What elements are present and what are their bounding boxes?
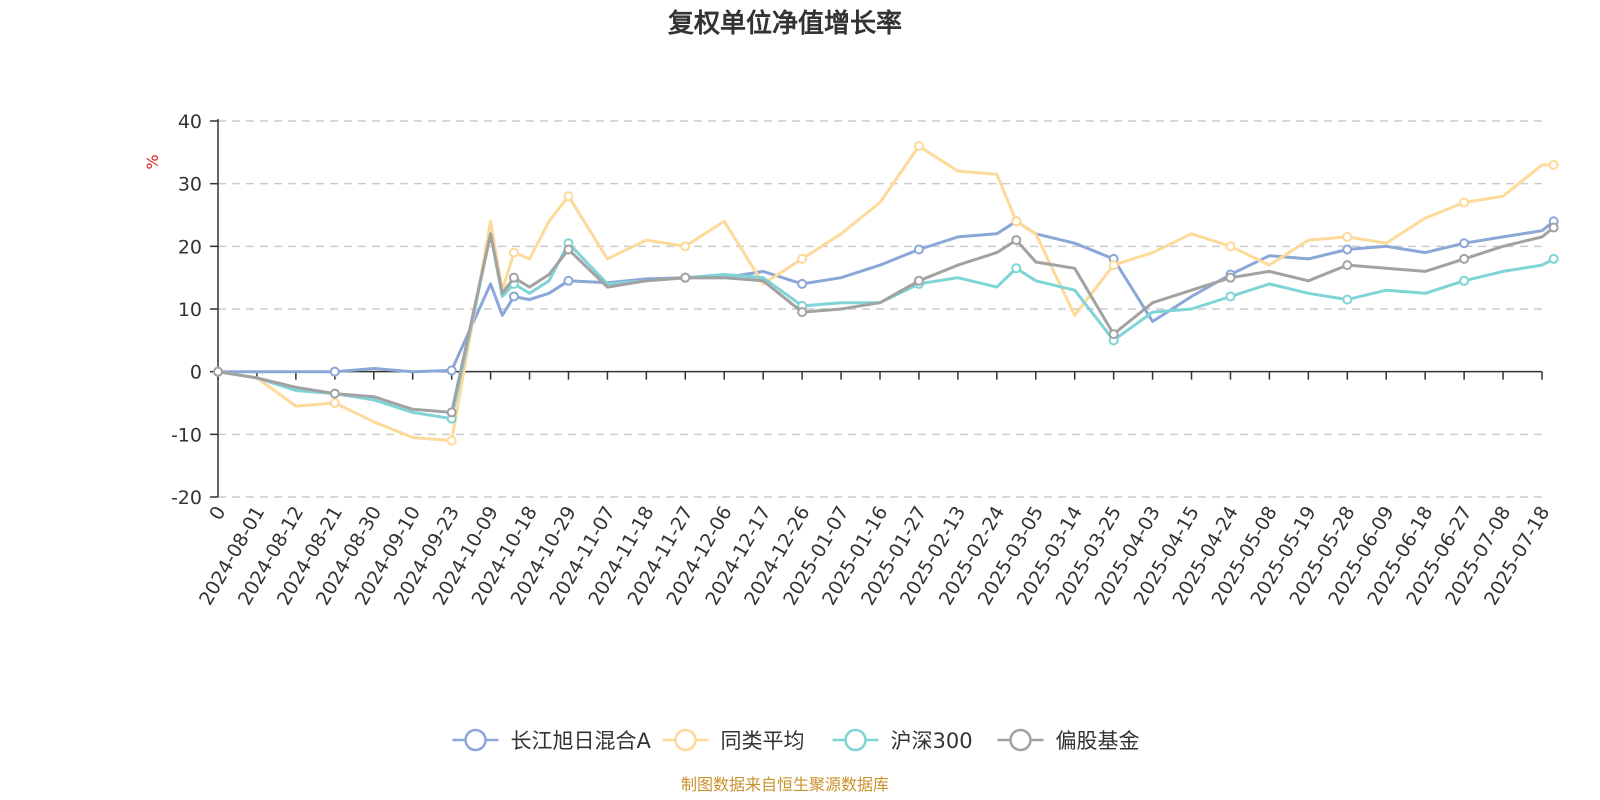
data-point[interactable] xyxy=(1459,197,1470,208)
y-tick-label: 30 xyxy=(178,174,202,196)
series-line xyxy=(216,144,1556,443)
source-note: 制图数据来自恒生聚源数据库 xyxy=(681,775,889,794)
data-point[interactable] xyxy=(1225,272,1236,283)
data-point[interactable] xyxy=(1108,260,1119,271)
data-point[interactable] xyxy=(1108,329,1119,340)
legend-marker xyxy=(844,728,867,752)
y-tick-label: 40 xyxy=(178,111,202,133)
data-point[interactable] xyxy=(1011,235,1022,246)
data-point[interactable] xyxy=(797,307,808,318)
data-point[interactable] xyxy=(1342,260,1353,271)
data-point[interactable] xyxy=(1459,238,1470,249)
y-tick-label: -10 xyxy=(171,424,202,446)
y-tick-label: 10 xyxy=(178,299,202,321)
legend-item[interactable]: 同类平均 xyxy=(662,728,805,753)
series-2 xyxy=(213,141,1559,446)
legend-item[interactable]: 沪深300 xyxy=(832,728,973,753)
data-point[interactable] xyxy=(797,253,808,264)
data-point[interactable] xyxy=(1459,275,1470,286)
data-point[interactable] xyxy=(680,241,691,252)
legend-label: 沪深300 xyxy=(891,729,973,753)
series-line xyxy=(216,219,1556,374)
data-point[interactable] xyxy=(329,388,340,399)
data-point[interactable] xyxy=(446,407,457,418)
legend-marker xyxy=(1009,728,1032,752)
data-point[interactable] xyxy=(1459,253,1470,264)
legend-item[interactable]: 长江旭日混合A xyxy=(452,728,652,753)
data-point[interactable] xyxy=(1548,222,1559,233)
data-point[interactable] xyxy=(680,272,691,283)
data-point[interactable] xyxy=(508,247,519,258)
grid-lines xyxy=(218,120,1542,498)
legend-marker xyxy=(464,728,487,752)
legend: 长江旭日混合A 同类平均 沪深300 偏股基金 xyxy=(452,728,1140,753)
data-point[interactable] xyxy=(1342,244,1353,255)
data-point[interactable] xyxy=(563,191,574,202)
y-axis: 40 30 20 10 0 -10 -20 xyxy=(171,111,219,509)
legend-marker xyxy=(674,728,697,752)
y-tick-label: -20 xyxy=(171,487,202,509)
data-point[interactable] xyxy=(329,398,340,408)
data-point[interactable] xyxy=(1342,231,1353,242)
data-point[interactable] xyxy=(1225,291,1236,302)
data-point[interactable] xyxy=(1548,253,1559,264)
chart-title: 复权单位净值增长率 xyxy=(668,8,902,39)
legend-item[interactable]: 偏股基金 xyxy=(997,728,1140,753)
data-point[interactable] xyxy=(563,244,574,255)
legend-label: 长江旭日混合A xyxy=(511,729,652,753)
data-point[interactable] xyxy=(913,141,924,152)
series-line xyxy=(216,226,1556,414)
series-4 xyxy=(213,222,1559,418)
data-point[interactable] xyxy=(446,435,457,446)
data-point[interactable] xyxy=(446,365,457,376)
data-point[interactable] xyxy=(1225,241,1236,252)
data-point[interactable] xyxy=(508,272,519,283)
data-point[interactable] xyxy=(508,291,519,302)
data-point[interactable] xyxy=(329,366,340,377)
data-point[interactable] xyxy=(563,275,574,286)
legend-label: 偏股基金 xyxy=(1056,729,1140,753)
data-point[interactable] xyxy=(213,366,223,377)
data-point[interactable] xyxy=(1342,294,1353,305)
data-point[interactable] xyxy=(1548,159,1559,170)
data-point[interactable] xyxy=(913,244,924,255)
data-point[interactable] xyxy=(1011,216,1022,227)
y-axis-unit: % xyxy=(143,154,162,169)
data-point[interactable] xyxy=(913,275,924,286)
y-tick-label: 20 xyxy=(178,236,202,258)
x-tick-label: 0 xyxy=(205,503,230,524)
data-point[interactable] xyxy=(1011,263,1022,274)
legend-label: 同类平均 xyxy=(721,729,805,753)
y-tick-label: 0 xyxy=(190,362,202,384)
data-point[interactable] xyxy=(797,278,808,289)
series-layer xyxy=(213,141,1559,446)
